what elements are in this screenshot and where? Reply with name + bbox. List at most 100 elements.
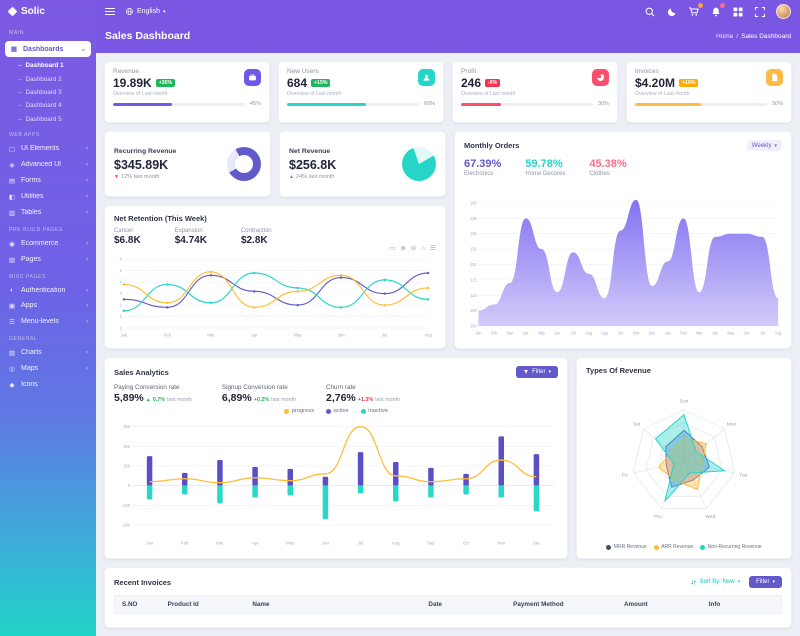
sidebar-item-advanced-ui[interactable]: ◈ Advanced UI › [0,157,96,173]
table-row[interactable] [114,614,782,622]
theme-icon[interactable] [666,6,678,18]
sidebar-item-forms[interactable]: ▤ Forms › [0,173,96,189]
svg-text:0: 0 [128,483,131,488]
svg-text:Apr: Apr [252,540,259,545]
net-retention-stats: Cancel $6.8K Expansion $4.74K Contraction $2.… [114,228,436,246]
delta-text: +1.3% [357,397,374,403]
sidebar-item-apps[interactable]: ▣ Apps › [0,298,96,314]
search-icon [645,7,655,16]
sidebar-subitem-dashboard-2[interactable]: Dashboard 2 [0,72,96,85]
cart-icon[interactable] [688,3,703,18]
sidebar-item-tables[interactable]: ▥ Tables › [0,205,96,221]
auth-icon: ◐ [10,286,14,294]
delta-suffix: last month [375,397,401,403]
sidebar-item-menu-levels[interactable]: ☰ Menu-levels › [0,314,96,330]
stat-label: Revenue [113,68,140,75]
chevron-right-icon: › [85,145,88,153]
delta-text: 24% last month [295,174,335,180]
legend-label: ARR Revenue [661,544,694,550]
chevron-right-icon: › [85,177,88,185]
sidebar-item-utilities[interactable]: ◧ Utilities › [0,189,96,205]
sidebar-item-label: Apps [21,302,37,310]
sidebar-item-pages[interactable]: ▧ Pages › [0,252,96,268]
stat-label: Profit [461,68,477,75]
chart-icon [592,69,609,86]
retention-stat-expansion: Expansion $4.74K [175,228,207,246]
sales-analytics-card: Sales Analytics Filter Paying Conversion… [104,357,568,559]
stat-progress-bar [113,102,245,106]
svg-text:105: 105 [470,308,477,313]
svg-text:1: 1 [120,313,123,318]
arrow-up-icon: ▲ [145,397,151,403]
recent-invoices-card: Recent Invoices Sort By: New Filter [104,567,792,628]
card-title: Types Of Revenue [586,366,651,375]
menu-icon[interactable]: ☰ [430,245,436,252]
menu-toggle-icon[interactable] [105,7,115,16]
legend-label: progress [291,408,315,414]
chevron-down-icon [163,8,166,15]
net-retention-card: Net Retention (This Week) Cancel $6.8K Exp… [104,205,446,349]
table-header: S.NO Product Id Name Date Payment Method Amou… [114,595,782,614]
sidebar-item-ecommerce[interactable]: ◉ Ecommerce › [0,236,96,252]
stat-label: Churn rate [326,384,356,391]
analytics-stat-signup-conversion-rate: Signup Conversion rate 6,89% +0.2% last mon… [222,384,296,404]
svg-text:Nov: Nov [497,540,505,545]
svg-text:300: 300 [123,424,130,429]
sales-analytics-stats: Paying Conversion rate 5,89% ▲ 0,7% last mon… [114,384,558,404]
charts-icon: ▨ [8,349,16,357]
fullscreen-icon[interactable] [754,6,766,18]
sidebar-subitem-dashboard-5[interactable]: Dashboard 5 [0,113,96,126]
svg-text:Apr: Apr [712,330,718,335]
weekly-dropdown[interactable]: Weekly [746,140,782,151]
invoices-toolbar: Sort By: New Filter [690,576,782,588]
filter-label: Filter [532,369,546,375]
maps-icon: ◎ [9,365,15,373]
apps-icon[interactable] [732,6,744,18]
search-icon[interactable] [644,6,656,18]
filter-button[interactable]: Filter [749,576,782,588]
breadcrumb-home[interactable]: Home [715,32,734,40]
svg-text:100: 100 [123,463,130,468]
svg-text:Feb: Feb [491,330,497,335]
sidebar-item-ui-elements[interactable]: ▢ UI Elements › [0,141,96,157]
sidebar-subitem-dashboard-1[interactable]: Dashboard 1 [0,59,96,72]
stat-progress-label: 45% [249,101,261,107]
language-label: English [137,8,160,15]
zoom-out-icon[interactable]: ⊖ [410,245,417,252]
svg-text:Nov: Nov [633,330,640,335]
sidebar-item-icons[interactable]: ◆ Icons [0,377,96,393]
sidebar-subitem-dashboard-4[interactable]: Dashboard 4 [0,99,96,112]
language-selector[interactable]: English [125,7,165,16]
legend-label: Non-Recurring Revenue [707,544,762,550]
notifications-icon [712,7,720,16]
svg-text:Dec: Dec [533,540,541,545]
stat-card-new-users: New Users 684 +15% Overview of Last month 60… [278,61,444,123]
sidebar-item-dashboards[interactable]: ▦ Dashboards ⌄ [5,41,91,57]
retention-stat-contraction: Contraction $2.8K [241,228,272,246]
stat-card-revenue: Revenue 19.89K +35% Overview of Last month 4… [104,61,270,123]
legend-item-non-recurring-revenue: Non-Recurring Revenue [700,544,762,550]
svg-text:3: 3 [120,290,123,295]
chart-legend: MRR Revenue ARR Revenue Non-Recurring Reve… [586,544,782,550]
filter-button[interactable]: Filter [516,366,558,378]
sidebar-item-maps[interactable]: ◎ Maps › [0,361,96,377]
sidebar-item-charts[interactable]: ▨ Charts › [0,345,96,361]
notifications-icon[interactable] [710,3,725,18]
chevron-right-icon: › [85,365,88,373]
selection-icon[interactable]: ▭ [389,245,396,252]
home-icon[interactable]: ⌂ [421,245,426,252]
column-product-id: Product Id [167,601,199,608]
svg-text:130: 130 [470,231,477,236]
theme-icon [667,8,676,16]
sidebar-section-label: MAIN [9,30,24,36]
sort-by-dropdown[interactable]: Sort By: New [690,579,741,586]
zoom-in-icon[interactable]: ⊕ [400,245,406,252]
user-avatar[interactable] [776,4,791,19]
card-title: Recent Invoices [114,577,172,587]
app-logo[interactable]: Solic [0,0,96,23]
svg-text:Apr: Apr [251,332,258,337]
svg-text:-200: -200 [122,522,131,527]
sidebar-item-authentication[interactable]: ◐ Authentication › [0,283,96,298]
sidebar-subitem-dashboard-3[interactable]: Dashboard 3 [0,86,96,99]
stat-badge: +15% [311,79,331,87]
